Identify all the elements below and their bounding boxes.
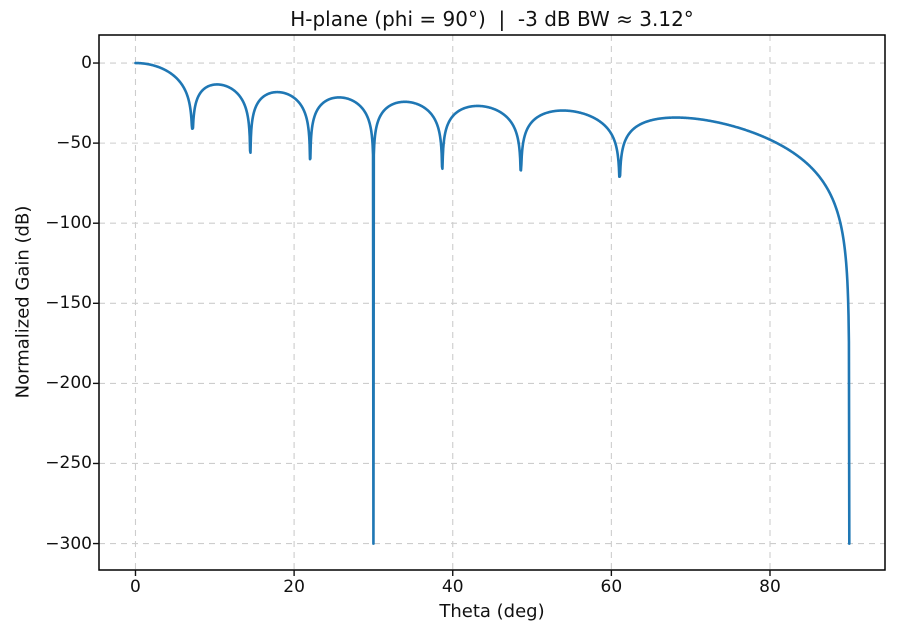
y-tick-label: −200	[45, 373, 92, 394]
y-tick-label: −250	[45, 453, 92, 474]
y-tick-label: 0	[81, 53, 92, 74]
gain-curve	[134, 61, 851, 545]
x-tick-label: 80	[759, 577, 781, 597]
y-tick-label: −150	[45, 293, 92, 314]
x-tick-label: 40	[441, 577, 464, 597]
y-tick-label: −100	[45, 213, 92, 234]
axes-spines	[98, 34, 886, 571]
y-tick-label: −50	[56, 133, 92, 154]
x-axis-label: Theta (deg)	[439, 601, 545, 622]
grid-lines	[99, 35, 885, 570]
x-tick-label: 60	[600, 577, 623, 597]
x-tick-label: 0	[130, 577, 141, 597]
tick-marks	[93, 62, 771, 576]
y-tick-label: −300	[45, 533, 92, 554]
x-tick-label: 20	[283, 577, 305, 597]
chart-title: H-plane (phi = 90°) | -3 dB BW ≈ 3.12°	[290, 7, 694, 31]
